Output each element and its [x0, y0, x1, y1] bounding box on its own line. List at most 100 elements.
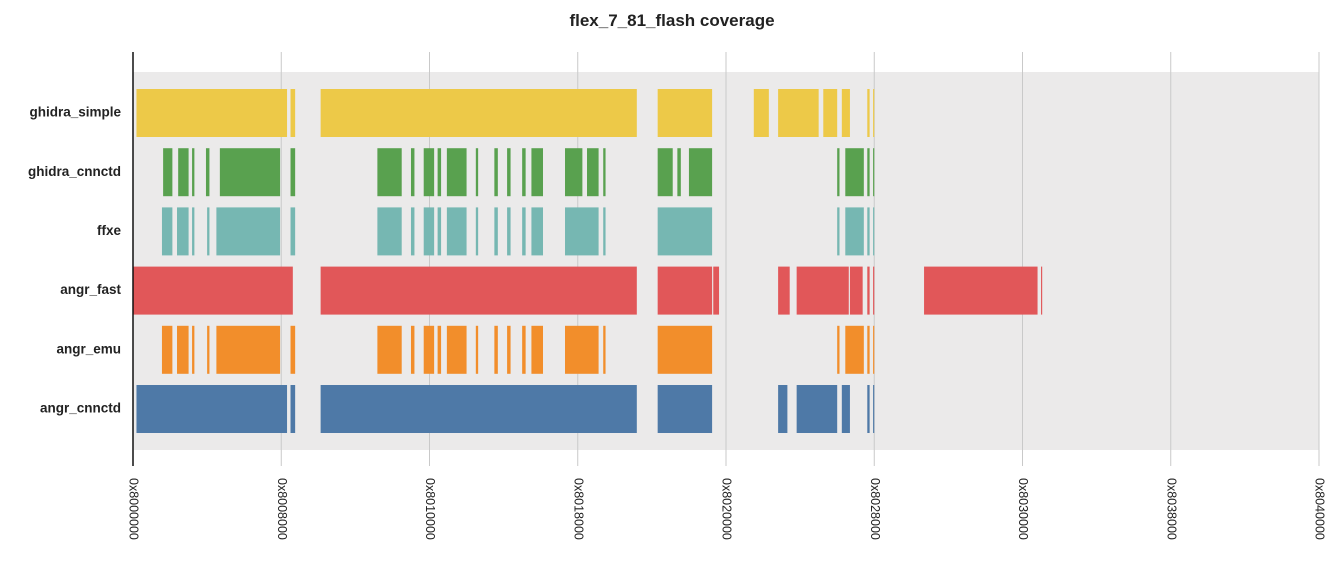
coverage-range	[219, 148, 281, 197]
coverage-range	[867, 207, 870, 256]
coverage-range	[423, 148, 435, 197]
coverage-range	[823, 89, 838, 137]
coverage-range	[657, 148, 673, 197]
coverage-range	[657, 207, 713, 256]
coverage-range	[713, 266, 720, 315]
coverage-range	[677, 148, 681, 197]
coverage-range	[423, 325, 435, 374]
series-angr_fast	[133, 266, 1043, 315]
coverage-range	[290, 385, 296, 433]
coverage-range	[207, 207, 210, 256]
coverage-range	[446, 325, 467, 374]
coverage-range	[603, 325, 606, 374]
coverage-range	[873, 148, 875, 197]
coverage-range	[873, 207, 875, 256]
coverage-range	[657, 385, 713, 433]
coverage-range	[531, 325, 544, 374]
coverage-range	[837, 148, 840, 197]
series-label: angr_cnnctd	[40, 401, 121, 416]
coverage-range	[873, 266, 875, 315]
coverage-range	[290, 89, 296, 137]
coverage-range	[873, 385, 875, 433]
coverage-range	[688, 148, 713, 197]
coverage-range	[192, 325, 195, 374]
series-label: ffxe	[97, 223, 121, 238]
coverage-range	[796, 266, 849, 315]
series-label: ghidra_simple	[29, 105, 121, 120]
coverage-range	[657, 89, 713, 137]
coverage-range	[778, 89, 819, 137]
coverage-range	[867, 385, 870, 433]
coverage-range	[163, 148, 173, 197]
coverage-range	[587, 148, 599, 197]
coverage-range	[290, 207, 296, 256]
coverage-range	[446, 207, 467, 256]
coverage-range	[377, 325, 402, 374]
series-ffxe	[161, 207, 875, 256]
coverage-range	[845, 148, 864, 197]
coverage-range	[531, 148, 544, 197]
coverage-range	[494, 207, 498, 256]
coverage-range	[423, 207, 435, 256]
coverage-range	[867, 325, 870, 374]
coverage-range	[178, 148, 189, 197]
coverage-range	[531, 207, 544, 256]
coverage-range	[849, 266, 863, 315]
coverage-range	[192, 207, 195, 256]
coverage-range	[205, 148, 210, 197]
coverage-range	[778, 266, 790, 315]
coverage-range	[216, 207, 281, 256]
coverage-range	[522, 207, 526, 256]
coverage-range	[841, 89, 850, 137]
coverage-range	[320, 266, 637, 315]
coverage-range	[753, 89, 769, 137]
coverage-range	[522, 325, 526, 374]
coverage-range	[507, 325, 511, 374]
x-tick-label: 0x8020000	[720, 478, 734, 540]
coverage-range	[320, 89, 637, 137]
coverage-range	[507, 207, 511, 256]
coverage-range	[565, 148, 583, 197]
coverage-range	[475, 325, 479, 374]
coverage-range	[778, 385, 788, 433]
chart-title: flex_7_81_flash coverage	[569, 11, 774, 30]
coverage-range	[133, 266, 293, 315]
coverage-range	[177, 207, 189, 256]
series-label: angr_fast	[60, 282, 121, 297]
coverage-range	[603, 148, 606, 197]
coverage-range	[161, 325, 173, 374]
coverage-range	[437, 148, 442, 197]
coverage-range	[136, 89, 288, 137]
x-tick-label: 0x8010000	[423, 478, 437, 540]
series-label: ghidra_cnnctd	[28, 164, 121, 179]
coverage-range	[475, 207, 479, 256]
coverage-range	[841, 385, 850, 433]
coverage-range	[867, 266, 870, 315]
series-ghidra_simple	[136, 89, 875, 137]
coverage-range	[437, 325, 442, 374]
coverage-range	[837, 207, 840, 256]
coverage-range	[657, 325, 713, 374]
coverage-range	[410, 207, 415, 256]
x-tick-label: 0x8030000	[1016, 478, 1030, 540]
coverage-range	[867, 148, 870, 197]
series-label: angr_emu	[56, 341, 121, 356]
coverage-range	[873, 325, 875, 374]
series-ghidra_cnnctd	[163, 148, 875, 197]
coverage-range	[565, 207, 599, 256]
coverage-range	[507, 148, 511, 197]
coverage-range	[320, 385, 637, 433]
coverage-range	[657, 266, 713, 315]
coverage-range	[796, 385, 838, 433]
coverage-range	[837, 325, 840, 374]
coverage-range	[522, 148, 526, 197]
x-tick-label: 0x8028000	[868, 478, 882, 540]
coverage-range	[873, 89, 875, 137]
coverage-range	[290, 148, 296, 197]
coverage-range	[192, 148, 195, 197]
coverage-range	[136, 385, 288, 433]
coverage-range	[1041, 266, 1043, 315]
x-tick-label: 0x8018000	[571, 478, 585, 540]
coverage-range	[845, 207, 864, 256]
